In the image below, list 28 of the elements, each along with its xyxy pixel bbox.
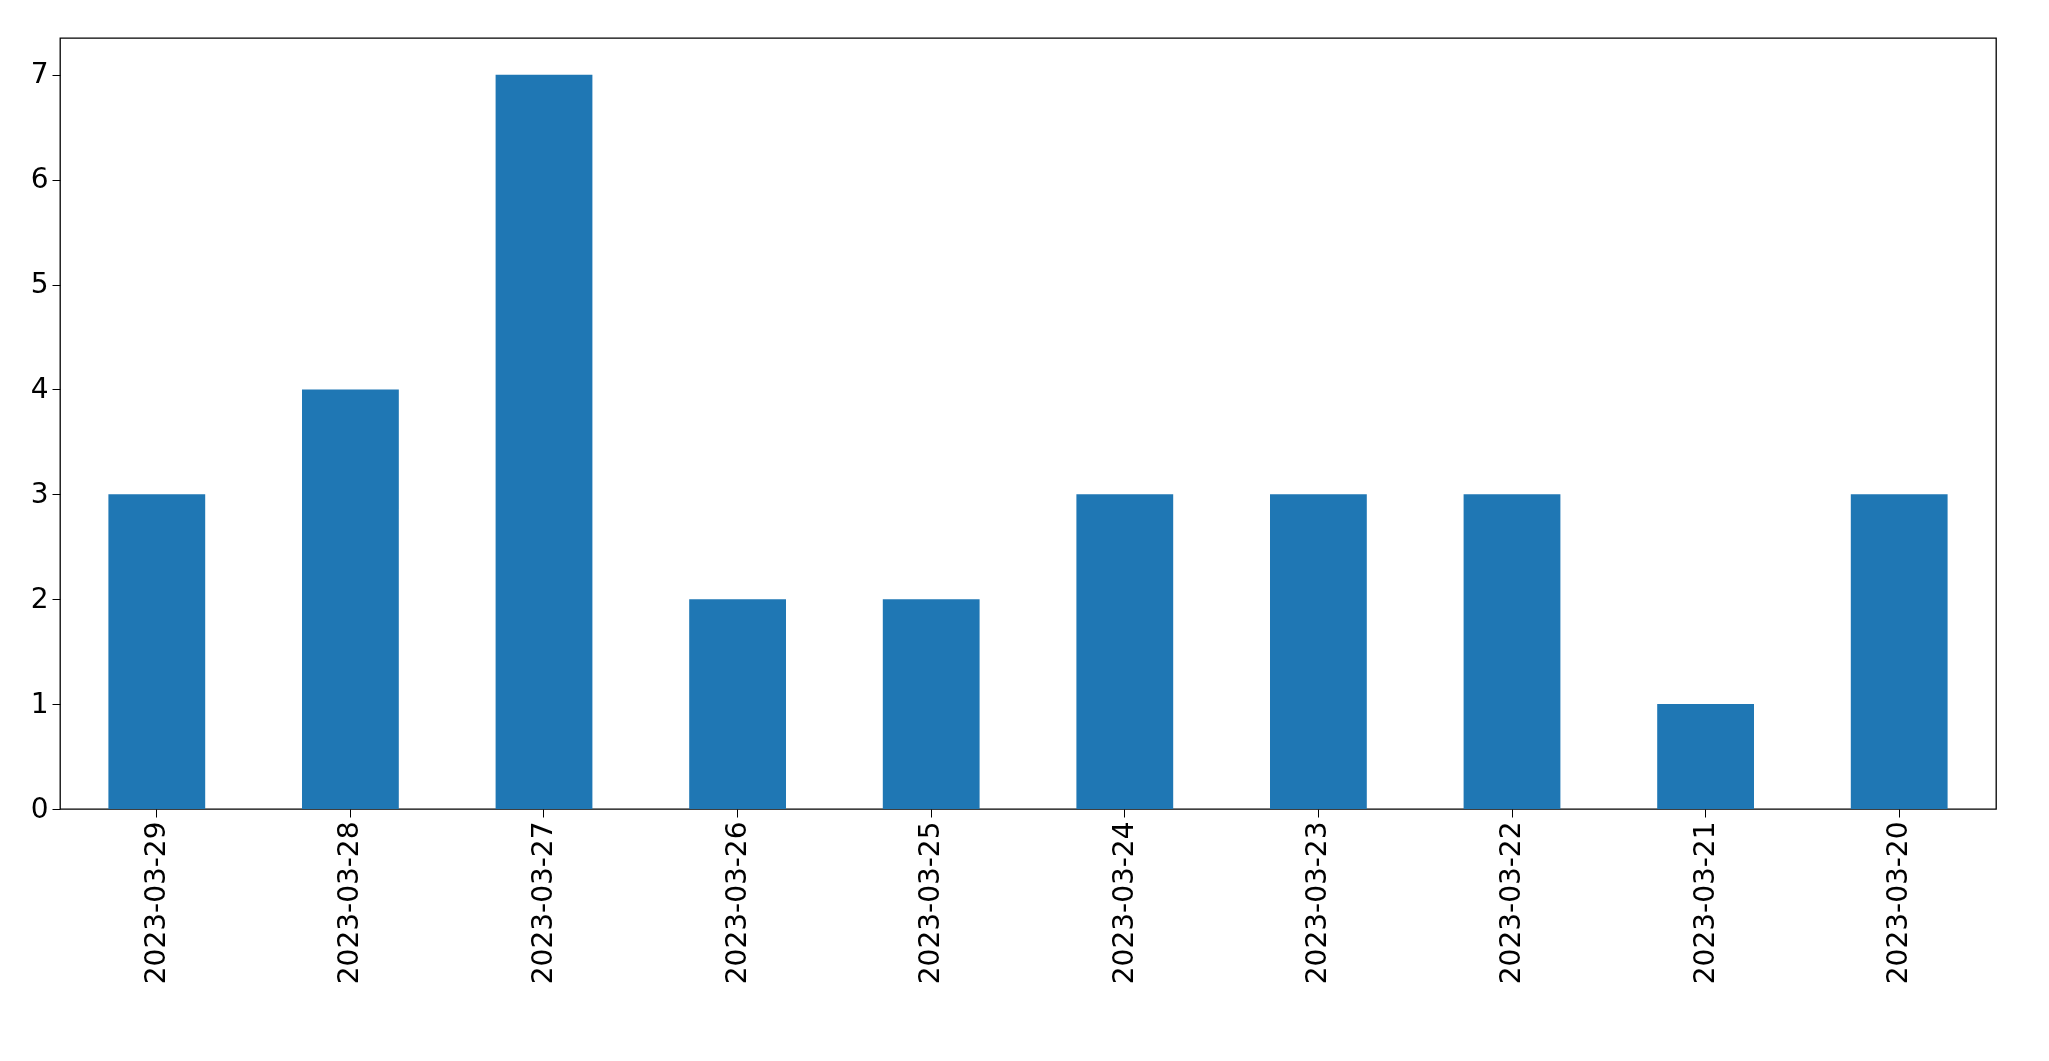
bar [1270,494,1367,809]
x-tick-label: 2023-03-23 [1300,821,1334,985]
bar [1076,494,1174,809]
y-tick-label: 4 [30,371,49,405]
bar [495,74,593,809]
y-tick-label: 7 [30,57,49,91]
y-tick-label: 2 [30,581,49,615]
bar [108,494,206,809]
bar [882,599,980,809]
bar [1463,494,1561,809]
y-tick-label: 3 [30,476,49,510]
y-tick-label: 5 [30,267,49,301]
x-tick-label: 2023-03-27 [526,821,559,985]
bar [1850,494,1948,809]
bar [302,389,399,809]
x-tick-label: 2023-03-22 [1494,821,1527,985]
y-tick-label: 6 [30,162,49,196]
x-tick-label: 2023-03-24 [1106,821,1140,985]
x-tick-label: 2023-03-25 [913,821,947,985]
bar [689,599,786,809]
x-tick-label: 2023-03-29 [138,821,172,985]
x-tick-label: 2023-03-20 [1881,821,1915,985]
x-tick-label: 2023-03-28 [332,821,366,985]
y-tick-label: 1 [30,686,49,720]
x-tick-label: 2023-03-26 [719,821,753,985]
x-tick-label: 2023-03-21 [1687,821,1721,985]
bar [1657,704,1754,809]
y-tick-label: 0 [30,791,49,825]
